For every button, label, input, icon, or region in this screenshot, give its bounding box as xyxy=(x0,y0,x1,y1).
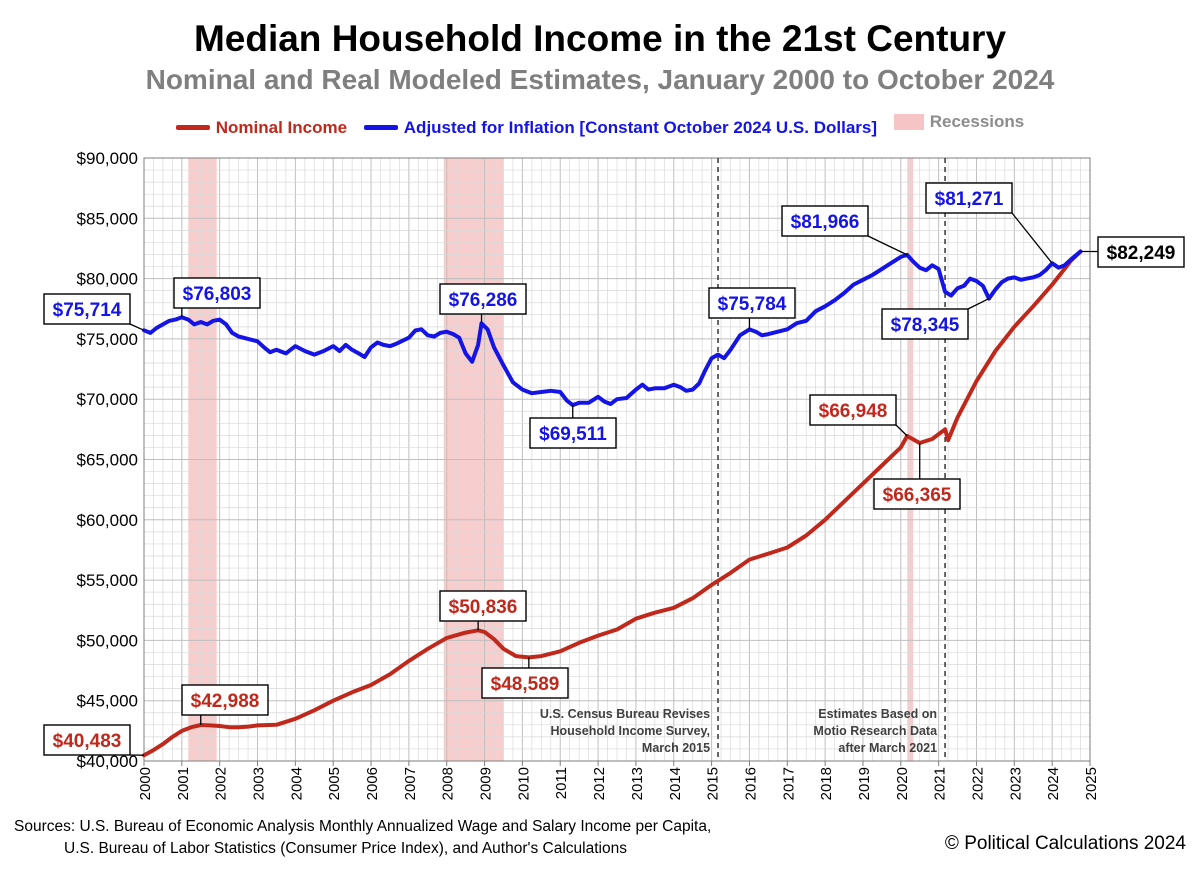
y-tick-label: $90,000 xyxy=(77,149,138,168)
x-tick-label: 2019 xyxy=(856,767,873,800)
x-tick-label: 2001 xyxy=(175,767,192,800)
chart-title: Median Household Income in the 21st Cent… xyxy=(193,18,1007,59)
data-label: $66,365 xyxy=(883,485,952,506)
x-tick-label: 2004 xyxy=(288,767,305,800)
legend-label-nominal: Nominal Income xyxy=(215,117,348,137)
x-tick-label: 2025 xyxy=(1083,767,1100,800)
chart-sources: Sources: U.S. Bureau of Economic Analysi… xyxy=(14,816,711,860)
y-tick-label: $70,000 xyxy=(77,390,138,409)
x-tick-label: 2017 xyxy=(780,767,797,800)
callout-box xyxy=(809,394,897,426)
marker-note: Household Income Survey, xyxy=(551,724,711,738)
marker-note: after March 2021 xyxy=(838,741,937,755)
x-tick-label: 2010 xyxy=(515,767,532,800)
legend-swatch-recessions xyxy=(893,114,924,130)
callout-leader xyxy=(895,424,908,437)
x-tick-label: 2008 xyxy=(440,767,457,800)
series-line-nominal xyxy=(142,249,1083,758)
x-tick-label: 2016 xyxy=(742,767,759,800)
callout-leader xyxy=(867,235,908,256)
data-label: $76,803 xyxy=(183,284,252,305)
data-label: $69,511 xyxy=(539,424,607,445)
plot-frame xyxy=(143,157,1091,762)
callout-box xyxy=(439,283,527,315)
legend-swatch-real xyxy=(363,125,398,130)
data-label: $50,836 xyxy=(449,597,518,618)
legend-item-nominal: Nominal Income xyxy=(175,117,348,138)
sources-line-1: Sources: U.S. Bureau of Economic Analysi… xyxy=(14,818,712,835)
callout-box xyxy=(173,277,261,309)
data-label: $42,988 xyxy=(191,691,260,712)
x-tick-label: 2018 xyxy=(818,767,835,800)
chart-legend: Nominal Income Adjusted for Inflation [C… xyxy=(0,112,1200,138)
data-label: $75,784 xyxy=(718,294,787,315)
y-tick-label: $75,000 xyxy=(77,330,138,349)
y-tick-label: $65,000 xyxy=(77,451,138,470)
callout-box xyxy=(439,590,527,622)
x-tick-label: 2014 xyxy=(667,767,684,800)
series-line-real xyxy=(142,249,1083,408)
x-tick-label: 2012 xyxy=(591,767,608,800)
x-tick-label: 2011 xyxy=(553,767,570,799)
marker-note: Motio Research Data xyxy=(813,724,938,738)
callout-leader xyxy=(129,323,145,331)
callout-box xyxy=(881,308,969,340)
callout-box xyxy=(1097,236,1185,268)
marker-note: Estimates Based on xyxy=(818,707,937,721)
x-tick-label: 2006 xyxy=(364,767,381,800)
x-tick-label: 2022 xyxy=(969,767,986,800)
callout-box xyxy=(481,667,569,699)
y-tick-label: $45,000 xyxy=(77,692,138,711)
x-tick-label: 2007 xyxy=(402,767,419,800)
marker-note: March 2015 xyxy=(642,741,710,755)
x-tick-label: 2013 xyxy=(629,767,646,800)
data-label: $76,286 xyxy=(449,290,518,311)
y-tick-label: $85,000 xyxy=(77,209,138,228)
legend-item-recessions: Recessions xyxy=(893,112,1025,132)
y-tick-label: $80,000 xyxy=(77,270,138,289)
callout-box xyxy=(43,724,131,756)
callout-box xyxy=(529,417,617,449)
x-tick-label: 2009 xyxy=(478,767,495,800)
callout-box xyxy=(873,478,961,510)
sources-line-2: U.S. Bureau of Labor Statistics (Consume… xyxy=(64,840,627,857)
x-tick-label: 2021 xyxy=(932,767,949,800)
legend-label-real: Adjusted for Inflation [Constant October… xyxy=(403,117,878,137)
y-tick-label: $40,000 xyxy=(77,752,138,771)
legend-label-recessions: Recessions xyxy=(929,112,1025,131)
callout-box xyxy=(181,684,269,716)
data-label: $75,714 xyxy=(53,300,122,321)
x-tick-label: 2024 xyxy=(1045,767,1062,800)
x-tick-label: 2002 xyxy=(213,767,230,800)
x-tick-label: 2023 xyxy=(1007,767,1024,800)
callout-leader xyxy=(1011,212,1053,264)
copyright: © Political Calculations 2024 xyxy=(944,833,1186,854)
data-label: $66,948 xyxy=(819,401,888,422)
callout-box xyxy=(43,293,131,325)
x-tick-label: 2015 xyxy=(705,767,722,800)
legend-swatch-nominal xyxy=(175,125,210,130)
legend-item-real: Adjusted for Inflation [Constant October… xyxy=(363,117,878,138)
data-label: $78,345 xyxy=(891,315,960,336)
y-tick-label: $60,000 xyxy=(77,511,138,530)
data-label: $40,483 xyxy=(53,731,122,752)
y-tick-label: $55,000 xyxy=(77,571,138,590)
marker-note: U.S. Census Bureau Revises xyxy=(540,707,710,721)
callout-box xyxy=(781,205,869,237)
data-label: $48,589 xyxy=(491,674,560,695)
callout-box xyxy=(925,182,1013,214)
callout-box xyxy=(708,287,796,319)
x-tick-label: 2000 xyxy=(137,767,154,800)
y-tick-label: $50,000 xyxy=(77,631,138,650)
callout-leader xyxy=(967,297,990,310)
x-tick-label: 2020 xyxy=(894,767,911,800)
chart-subtitle: Nominal and Real Modeled Estimates, Janu… xyxy=(145,64,1055,95)
data-label: $81,966 xyxy=(791,212,860,233)
data-label: $81,271 xyxy=(935,189,1004,210)
x-tick-label: 2005 xyxy=(326,767,343,800)
data-label: $82,249 xyxy=(1107,243,1176,264)
x-tick-label: 2003 xyxy=(251,767,268,800)
